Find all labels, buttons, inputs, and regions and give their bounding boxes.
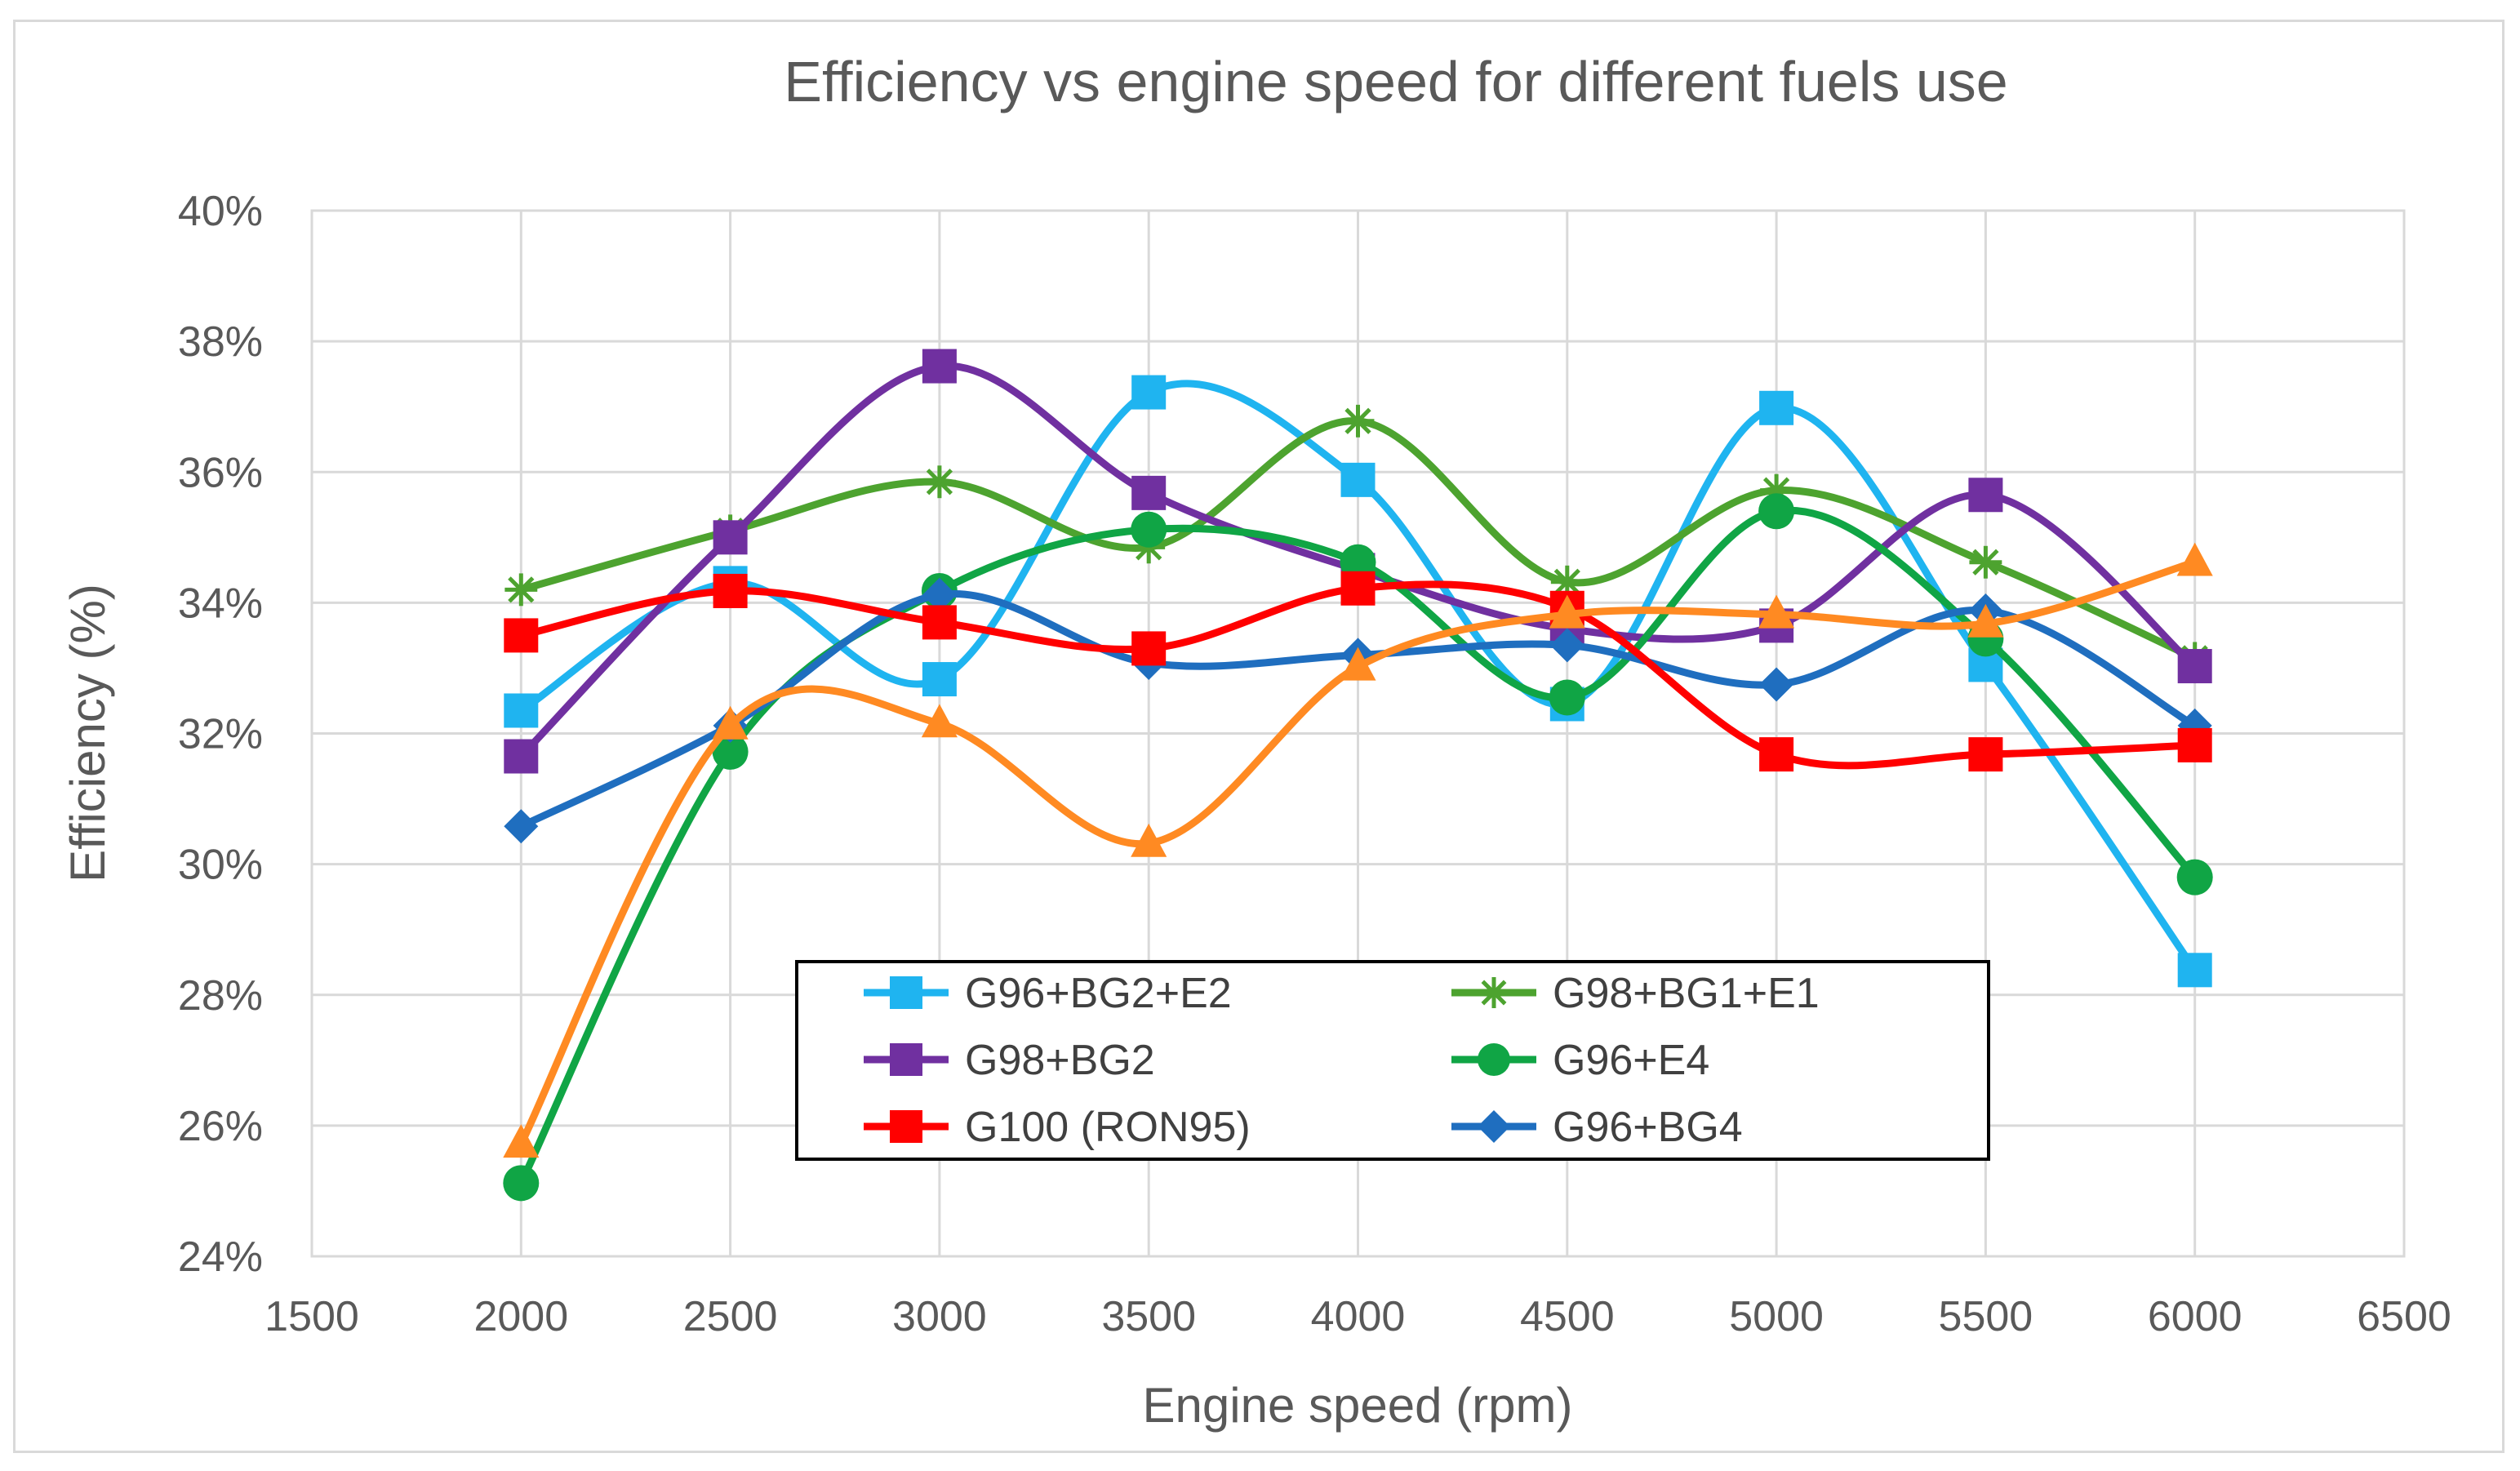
data-point [1968, 478, 2003, 513]
legend-swatch-marker [1478, 977, 1509, 1008]
legend-swatch-marker [1478, 1043, 1510, 1076]
data-point [2177, 953, 2212, 988]
data-point [1758, 594, 1795, 629]
chart-title: Efficiency vs engine speed for different… [784, 50, 2007, 113]
data-point [1340, 571, 1376, 606]
legend-swatch-marker [890, 1043, 922, 1076]
data-point [712, 733, 749, 770]
data-point [1131, 631, 1167, 666]
y-tick-label: 36% [178, 449, 263, 496]
legend-label: G98+BG2 [965, 1037, 1155, 1084]
data-point [2177, 727, 2212, 762]
data-point [1549, 679, 1585, 716]
data-point [504, 809, 539, 844]
y-axis-title: Efficiency (%) [60, 584, 115, 882]
plot-area [310, 209, 2406, 1258]
data-point [1131, 375, 1167, 410]
data-point [1758, 493, 1795, 530]
data-point [1340, 647, 1376, 681]
data-point [1131, 511, 1167, 548]
x-tick-label: 3500 [1101, 1293, 1196, 1340]
y-axis-ticks: 24% 26% 28% 30% 32% 34% 36% 38% 40% [178, 188, 263, 1281]
y-tick-label: 30% [178, 842, 263, 889]
data-point [922, 577, 957, 612]
legend-item: G98+BG1+E1 [1451, 970, 1820, 1017]
data-point [1759, 390, 1794, 425]
legend-label: G100 (RON95) [965, 1104, 1251, 1151]
x-tick-label: 4000 [1311, 1293, 1406, 1340]
legend-item: G96+E4 [1451, 1037, 1709, 1084]
legend-swatch-marker [1478, 1110, 1510, 1143]
data-point [504, 739, 539, 774]
data-point [2176, 859, 2213, 895]
legend-box [795, 960, 1990, 1161]
data-point [1549, 628, 1584, 663]
x-tick-label: 5500 [1939, 1293, 2033, 1340]
data-point [922, 349, 957, 384]
x-tick-label: 6500 [2357, 1293, 2451, 1340]
x-tick-label: 2000 [473, 1293, 568, 1340]
data-point [504, 693, 539, 728]
legend-label: G98+BG1+E1 [1553, 970, 1820, 1017]
series-layer [503, 349, 2213, 1202]
data-point [921, 704, 958, 738]
data-point [2176, 542, 2213, 576]
data-point [922, 662, 957, 697]
y-tick-label: 38% [178, 318, 263, 366]
data-point [2177, 649, 2212, 684]
legend-swatch-marker [890, 976, 922, 1009]
data-point [922, 465, 956, 499]
data-point [503, 1124, 540, 1158]
x-tick-label: 5000 [1729, 1293, 1824, 1340]
data-point [1969, 545, 2002, 579]
legend-item: G100 (RON95) [864, 1104, 1251, 1151]
chart-frame [13, 20, 2504, 1453]
x-axis-title: Engine speed (rpm) [1143, 1378, 1573, 1433]
legend-label: G96+BG4 [1553, 1104, 1743, 1151]
y-tick-label: 32% [178, 711, 263, 758]
x-axis-ticks: 1500 2000 2500 3000 3500 4000 4500 5000 5500 6000… [264, 1293, 2451, 1340]
data-point [712, 705, 749, 740]
data-point [503, 1165, 540, 1202]
data-point [1759, 737, 1794, 772]
data-point [1968, 737, 2003, 772]
data-point [1549, 594, 1585, 629]
series-line [517, 380, 2199, 974]
data-point [504, 618, 539, 653]
data-point [922, 605, 957, 640]
y-tick-label: 24% [178, 1233, 263, 1281]
legend: G96+BG2+E2 G98+BG1+E1 G98+BG2 G96+E4 G100 (R… [795, 960, 1990, 1161]
data-point [1340, 462, 1376, 497]
data-point [713, 520, 748, 555]
legend-item: G96+BG4 [1451, 1104, 1743, 1151]
x-tick-label: 3000 [892, 1293, 987, 1340]
x-tick-label: 4500 [1520, 1293, 1615, 1340]
legend-label: G96+E4 [1553, 1037, 1709, 1084]
x-tick-label: 2500 [683, 1293, 778, 1340]
data-point [1131, 475, 1167, 510]
data-point [1341, 404, 1375, 438]
series-4 [504, 571, 2212, 772]
data-point [713, 573, 748, 608]
x-tick-label: 1500 [264, 1293, 359, 1340]
legend-item: G98+BG2 [864, 1037, 1155, 1084]
x-tick-label: 6000 [2148, 1293, 2242, 1340]
y-tick-label: 34% [178, 580, 263, 627]
series-6 [503, 542, 2213, 1158]
data-point [504, 573, 538, 607]
legend-label: G96+BG2+E2 [965, 970, 1232, 1017]
data-point [1759, 667, 1794, 702]
series-0 [504, 375, 2212, 988]
legend-item: G96+BG2+E2 [864, 970, 1232, 1017]
legend-swatch-marker [890, 1110, 922, 1143]
data-point [1340, 544, 1376, 580]
y-tick-label: 26% [178, 1103, 263, 1150]
data-point [1131, 823, 1167, 857]
y-tick-label: 40% [178, 188, 263, 235]
y-tick-label: 28% [178, 972, 263, 1020]
data-point [1967, 603, 2004, 638]
